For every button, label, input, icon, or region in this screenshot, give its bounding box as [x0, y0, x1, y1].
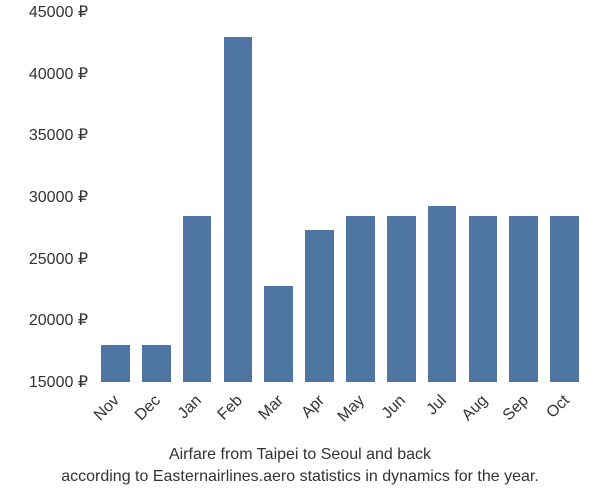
caption-line-2: according to Easternairlines.aero statis…: [0, 468, 600, 486]
bar-slot: [136, 12, 177, 382]
caption-line-1: Airfare from Taipei to Seoul and back: [0, 446, 600, 464]
y-tick-label: 45000 ₽: [29, 2, 88, 22]
bar-slot: [422, 12, 463, 382]
x-tick-label: Jul: [424, 392, 451, 419]
bar-slot: [217, 12, 258, 382]
x-tick-label: Mar: [255, 392, 287, 424]
bar: [142, 345, 171, 382]
x-tick-label: Apr: [298, 392, 328, 422]
x-tick-label: Sep: [500, 392, 533, 425]
bar: [346, 216, 375, 383]
bar-slot: [299, 12, 340, 382]
bar-slot: [503, 12, 544, 382]
bar-slot: [258, 12, 299, 382]
bar-slot: [544, 12, 585, 382]
bars-container: [95, 12, 585, 382]
y-tick-label: 25000 ₽: [29, 249, 88, 269]
x-tick-label: Feb: [214, 392, 246, 424]
x-tick-label: Dec: [132, 392, 165, 425]
x-tick-label: Aug: [459, 392, 492, 425]
y-tick-label: 20000 ₽: [29, 310, 88, 330]
x-tick-label: Oct: [543, 392, 573, 422]
bar-slot: [95, 12, 136, 382]
bar-slot: [340, 12, 381, 382]
x-tick-label: Nov: [91, 392, 124, 425]
bar: [224, 37, 253, 382]
y-tick-label: 40000 ₽: [29, 64, 88, 84]
x-tick-label: Jun: [379, 392, 410, 423]
bar-slot: [381, 12, 422, 382]
bar: [387, 216, 416, 383]
x-tick-label: May: [335, 392, 369, 426]
y-tick-label: 35000 ₽: [29, 125, 88, 145]
y-tick-label: 15000 ₽: [29, 372, 88, 392]
bar: [264, 286, 293, 382]
bar: [469, 216, 498, 383]
bar: [509, 216, 538, 383]
y-axis: 15000 ₽20000 ₽25000 ₽30000 ₽35000 ₽40000…: [0, 12, 88, 382]
bar: [550, 216, 579, 383]
y-tick-label: 30000 ₽: [29, 187, 88, 207]
bar: [101, 345, 130, 382]
plot-area: [95, 12, 585, 382]
x-tick-label: Jan: [175, 392, 206, 423]
bar: [428, 206, 457, 382]
bar: [305, 230, 334, 382]
x-axis: NovDecJanFebMarAprMayJunJulAugSepOct: [95, 386, 585, 446]
bar-slot: [462, 12, 503, 382]
airfare-chart: 15000 ₽ 20000 ₽ 25000 ₽ 30000 ₽ 35000 ₽ 40000…: [0, 0, 600, 500]
bar: [183, 216, 212, 383]
bar-slot: [177, 12, 218, 382]
